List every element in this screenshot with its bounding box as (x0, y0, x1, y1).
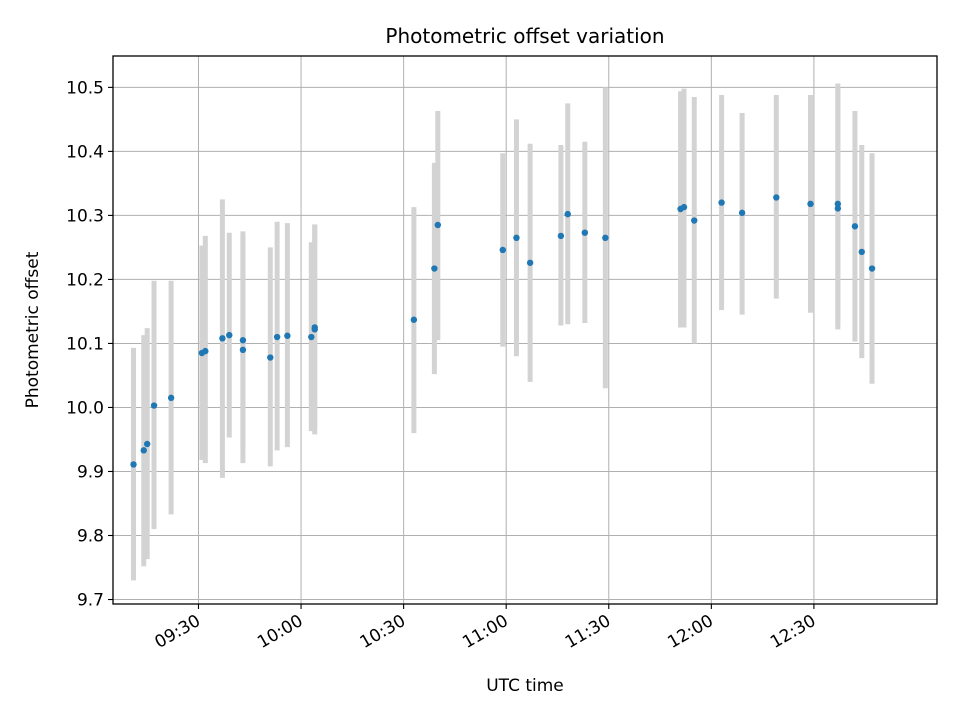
data-point (513, 234, 520, 242)
y-tick-label: 10.3 (66, 206, 104, 226)
data-point (834, 200, 842, 208)
data-point (130, 461, 137, 468)
y-tick-label: 9.9 (77, 462, 104, 482)
data-point (431, 265, 438, 272)
data-point (602, 234, 609, 242)
data-point (202, 347, 209, 355)
data-point (499, 246, 506, 254)
data-point (167, 394, 175, 402)
data-point (526, 259, 534, 266)
y-axis: 9.7 9.8 9.9 10.0 10.1 10.2 10.3 10.4 10.5 (66, 78, 113, 611)
y-tick-label: 10.4 (66, 142, 104, 162)
data-point (680, 203, 688, 211)
data-point (738, 209, 746, 217)
grid (113, 56, 937, 604)
data-point (219, 335, 226, 342)
data-point (807, 200, 814, 208)
data-point (557, 232, 565, 240)
plot-frame (112, 55, 938, 605)
data-point (868, 265, 876, 272)
data-point (239, 346, 247, 354)
y-axis-label: Photometric offset (23, 251, 43, 408)
data-point (564, 210, 571, 218)
data-point (308, 333, 315, 341)
data-point (140, 447, 147, 454)
data-point (410, 316, 418, 323)
data-point (834, 205, 842, 212)
x-axis-label: UTC time (486, 676, 564, 696)
data-point (226, 331, 233, 339)
data-point (858, 248, 865, 256)
data-point (143, 440, 151, 448)
data-point (718, 199, 725, 206)
data-point (773, 194, 780, 201)
chart-title: Photometric offset variation (385, 24, 664, 48)
y-tick-label: 9.8 (77, 527, 104, 547)
data-point (150, 402, 158, 409)
data-point (273, 333, 281, 341)
data-point (851, 223, 859, 230)
y-tick-label: 10.1 (66, 334, 104, 354)
data-point (284, 332, 291, 339)
data-point (239, 337, 247, 344)
data-points (130, 194, 876, 468)
data-point (581, 229, 589, 236)
y-tick-label: 9.7 (77, 591, 104, 611)
y-tick-label: 10.5 (66, 78, 104, 98)
data-point (311, 324, 318, 331)
data-point (691, 217, 698, 224)
y-tick-label: 10.2 (66, 270, 104, 290)
y-tick-label: 10.0 (66, 398, 104, 418)
data-point (267, 354, 274, 361)
data-point (434, 221, 442, 229)
